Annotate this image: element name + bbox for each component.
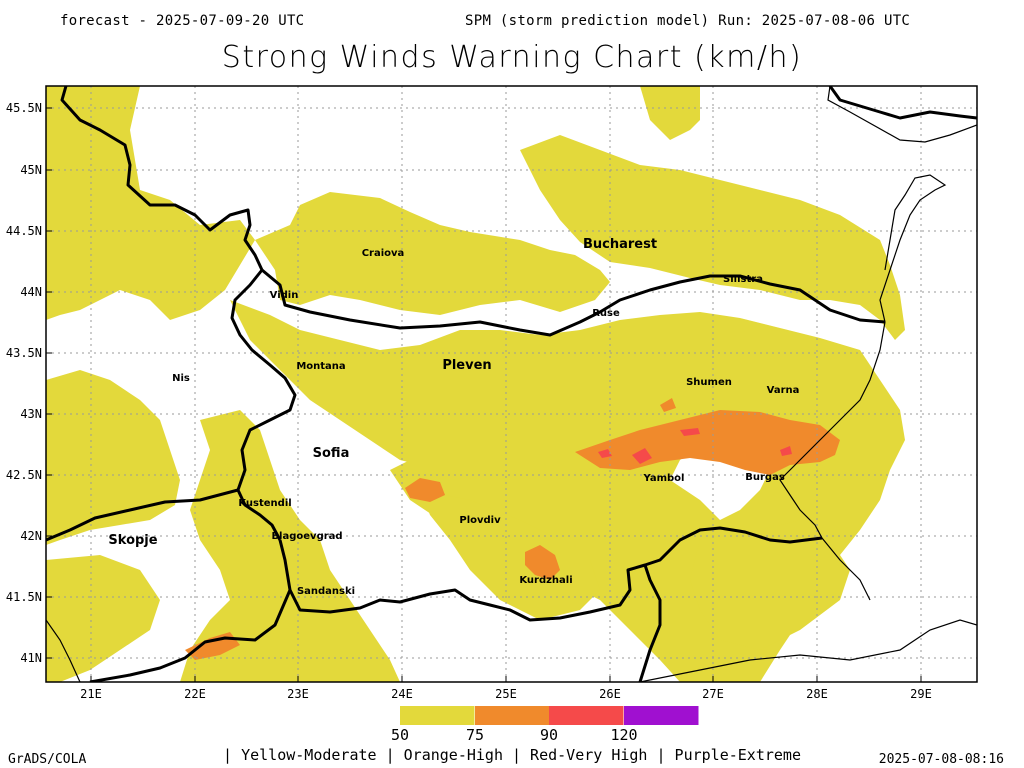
country-borders (46, 86, 977, 682)
legend-value-label: 50 (390, 726, 410, 744)
yellow-zone-sw-corner (46, 555, 160, 682)
city-label-pleven: Pleven (442, 358, 491, 373)
city-label-montana: Montana (296, 361, 345, 372)
lon-tick-label: 25E (495, 687, 517, 701)
lat-tick-label: 44.5N (6, 224, 42, 238)
red-zone-2 (598, 449, 612, 458)
very-high-wind-zones (598, 428, 792, 464)
orange-zone-plovdiv (405, 478, 445, 502)
border-macedonia-south (89, 589, 292, 682)
yellow-zone-south (420, 490, 600, 620)
latitude-labels: 45.5N 45N 44.5N 44N 43.5N 43N 42.5N 42N 41.5N 41N (6, 101, 52, 665)
city-label-vidin: Vidin (270, 290, 299, 301)
software-credit: GrADS/COLA (8, 752, 87, 767)
coastline (46, 86, 977, 682)
yellow-zone-west (46, 370, 180, 545)
city-label-bucharest: Bucharest (583, 237, 657, 252)
city-label-ruse: Ruse (592, 308, 620, 319)
city-label-kustendil: Kustendil (238, 498, 291, 509)
city-label-yambol: Yambol (643, 473, 685, 484)
lat-tick-label: 42.5N (6, 468, 42, 482)
city-label-skopje: Skopje (108, 533, 157, 548)
border-romania-serbia-danube (60, 86, 264, 271)
red-zone-3 (680, 428, 700, 436)
lat-tick-label: 45N (20, 163, 42, 177)
city-label-burgas: Burgas (745, 472, 785, 483)
border-bulgaria-south (278, 526, 823, 622)
city-label-sofia: Sofia (313, 446, 350, 461)
city-labels: Bucharest Craiova Silistra Vidin Ruse Montana… (108, 237, 799, 597)
city-label-shumen: Shumen (686, 377, 732, 388)
legend-color-bar (400, 706, 699, 725)
black-sea-coast-south (779, 321, 886, 601)
model-run-label: SPM (storm prediction model) Run: 2025-0… (465, 13, 911, 29)
lon-tick-label: 22E (184, 687, 206, 701)
yellow-zone-craiova (255, 192, 610, 315)
map-frame (45, 85, 978, 683)
yellow-zone-southwest (180, 410, 400, 682)
lat-lon-grid (46, 86, 977, 682)
lat-tick-label: 43N (20, 407, 42, 421)
border-turkey-greece (638, 564, 662, 682)
legend-description: | Yellow-Moderate | Orange-High | Red-Ve… (223, 746, 801, 764)
moderate-wind-zones (46, 86, 905, 682)
generation-timestamp: 2025-07-08-08:16 (878, 752, 1004, 767)
city-label-craiova: Craiova (362, 248, 405, 259)
lon-tick-label: 21E (80, 687, 102, 701)
lon-tick-label: 27E (702, 687, 724, 701)
lat-tick-label: 41N (20, 651, 42, 665)
lat-tick-label: 43.5N (6, 346, 42, 360)
legend-swatch-3 (549, 706, 624, 725)
chart-title: Strong Winds Warning Chart (km/h) (221, 40, 803, 75)
yellow-zone-nw (46, 86, 255, 320)
lon-tick-label: 28E (806, 687, 828, 701)
city-label-blagoevgrad: Blagoevgrad (271, 531, 342, 542)
city-label-varna: Varna (767, 385, 800, 396)
lon-tick-label: 26E (599, 687, 621, 701)
lon-tick-label: 23E (287, 687, 309, 701)
city-label-kurdzhali: Kurdzhali (519, 575, 572, 586)
red-zone-1 (632, 448, 652, 464)
aegean-coast (639, 619, 977, 682)
legend-value-label: 90 (539, 726, 559, 744)
lat-tick-label: 44N (20, 285, 42, 299)
black-sea-coast (879, 174, 947, 323)
lat-tick-label: 41.5N (6, 590, 42, 604)
city-label-sandanski: Sandanski (297, 586, 355, 597)
border-ukraine-moldova (828, 86, 977, 120)
city-label-nis: Nis (172, 373, 190, 384)
legend-swatch-2 (475, 706, 550, 725)
yellow-zone-se (690, 520, 850, 650)
lon-tick-label: 29E (910, 687, 932, 701)
legend-value-label: 75 (465, 726, 485, 744)
yellow-zone-north-ne (640, 86, 700, 140)
red-zone-4 (780, 446, 792, 456)
orange-zone-kurdzhali (525, 545, 560, 580)
border-macedonia-north (46, 488, 239, 542)
lat-tick-label: 45.5N (6, 101, 42, 115)
border-danube (261, 268, 886, 337)
city-label-plovdiv: Plovdiv (459, 515, 501, 526)
legend-swatch-4 (624, 706, 699, 725)
border-serbia-bulgaria (230, 269, 297, 541)
lat-tick-label: 42N (20, 529, 42, 543)
aegean-west-coast (46, 619, 81, 682)
longitude-labels: 21E 22E 23E 24E 25E 26E 27E 28E 29E (80, 676, 932, 701)
lon-tick-label: 24E (391, 687, 413, 701)
legend-swatch-1 (400, 706, 475, 725)
forecast-time-label: forecast - 2025-07-09-20 UTC (60, 13, 305, 29)
map-content (46, 86, 977, 682)
legend-value-label: 120 (610, 726, 638, 744)
north-coast (827, 86, 977, 143)
orange-zone-shumen (660, 398, 676, 412)
city-label-silistra: Silistra (723, 274, 763, 285)
